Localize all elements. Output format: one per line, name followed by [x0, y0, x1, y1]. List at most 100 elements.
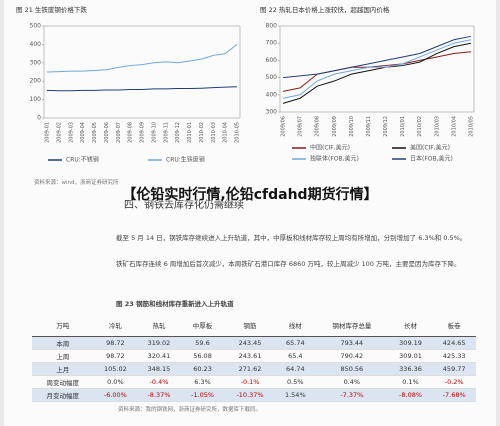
x-tick-label: 2009-08	[128, 122, 134, 143]
table-cell: 348.15	[137, 362, 181, 376]
table-cell: 1.54%	[275, 388, 315, 402]
x-tick-label: 2010-01	[187, 122, 193, 143]
x-tick-label: 2009/07	[298, 116, 304, 137]
table-cell: 105.02	[93, 362, 138, 376]
x-tick-label: 2009-10	[151, 122, 157, 143]
table-cell: 425.33	[432, 349, 476, 363]
table-cell: 0.5%	[275, 375, 315, 389]
x-tick-label: 2009-07	[116, 122, 122, 143]
table-cell: -0.1%	[224, 375, 276, 389]
x-tick-label: 2010/02	[417, 116, 423, 137]
table-cell: 0.4%	[314, 375, 389, 389]
table-cell: 中厚板	[180, 314, 225, 337]
table-cell: -0.4%	[137, 375, 181, 389]
legend-label: CRU:不锈钢	[66, 156, 99, 164]
table-row: 周变动幅度 0.0% -0.4% 6.3% -0.1% 0.5% 0.4% 0.1% -0.2%	[32, 375, 476, 389]
series-line	[282, 42, 472, 104]
table-cell: 309.01	[388, 349, 433, 363]
table-cell: 上周	[32, 349, 94, 363]
legend-label: 日本(FOB,美元)	[410, 155, 453, 163]
series-line	[282, 51, 472, 92]
x-tick-label: 2009-09	[140, 122, 146, 143]
x-tick-label: 2009-06	[104, 122, 110, 143]
y-tick-label: 200	[30, 78, 42, 85]
table-cell: -0.2%	[432, 375, 476, 389]
table-cell: -10.37%	[224, 388, 276, 402]
table-cell: 65.4	[275, 349, 315, 363]
table-cell: 243.45	[224, 336, 276, 350]
table-cell: 59.6	[180, 336, 225, 350]
table-row: 月变动幅度 -6.00% -8.37% -1.05% -10.37% 1.54% -7.37…	[32, 388, 476, 402]
x-tick-label: 2009/10	[349, 116, 355, 137]
document-page: 图 21 生铁废钢价格下跌 0 100 200 300 400 500 2009-01 2009…	[4, 0, 496, 426]
table-cell: 271.62	[224, 362, 276, 376]
legend-label: 独联体(FOB,美元)	[310, 155, 359, 163]
y-tick-label: 500	[266, 74, 278, 81]
table-cell: 243.61	[224, 349, 276, 363]
legend-label: CRU:生铁废钢	[166, 156, 205, 164]
table-cell: 上月	[32, 362, 94, 376]
table-cell: 热轧	[137, 314, 181, 337]
table-cell: 98.72	[93, 349, 138, 363]
table-cell: 0.1%	[388, 375, 433, 389]
x-tick-label: 2010/01	[400, 116, 406, 137]
table-cell: -8.08%	[388, 388, 433, 402]
x-tick-label: 2009-01	[45, 122, 51, 143]
legend-label: 美国(CIF,美元)	[410, 144, 450, 152]
y-tick-label: 500	[30, 23, 42, 30]
series-line	[46, 44, 238, 73]
legend-label: 中国(CIF,美元)	[310, 144, 350, 152]
series-line	[282, 35, 472, 79]
table-cell: 64.74	[275, 362, 315, 376]
table-cell: -1.05%	[180, 388, 225, 402]
y-tick-label: 100	[30, 96, 42, 103]
series-line	[282, 39, 472, 99]
x-tick-label: 2009/06	[281, 116, 287, 137]
y-tick-label: 300	[30, 59, 42, 66]
table-cell: 0.0%	[93, 375, 138, 389]
chart-title: 图 22 热轧日本价格上涨较快，超越国内价格	[260, 5, 390, 14]
x-tick-label: 2009-05	[92, 122, 98, 143]
table-row: 上周 98.72 320.41 56.08 243.61 65.4 790.42 309.01…	[32, 349, 476, 363]
table-source: 资料来源：我的钢铁网，浙商证券研究所，数据库下载同。	[118, 407, 262, 413]
x-tick-label: 2009-02	[56, 122, 62, 143]
table-cell: 钢材库存总量	[314, 314, 389, 337]
x-tick-label: 2010/03	[434, 116, 440, 137]
table-cell: 本周	[32, 336, 94, 350]
table-cell: -6.00%	[93, 388, 138, 402]
table-title: 图 23 钢筋和线材库存重新进入上升轨道	[116, 300, 234, 308]
charts: 图 21 生铁废钢价格下跌 0 100 200 300 400 500 2009-01 2009…	[16, 5, 475, 164]
table-cell: 336.36	[388, 362, 433, 376]
y-tick-label: 0	[37, 115, 41, 122]
x-tick-label: 2010-02	[199, 122, 205, 143]
table-cell: 冷轧	[93, 314, 138, 337]
table-cell: 793.44	[314, 336, 389, 350]
table-row: 本周 98.72 319.02 59.6 243.45 65.74 793.44 309.19…	[32, 336, 476, 350]
x-tick-label: 2009-03	[68, 122, 74, 143]
table-cell: 320.41	[137, 349, 181, 363]
x-tick-label: 2009/09	[332, 116, 338, 137]
y-tick-label: 400	[30, 41, 42, 48]
table-cell: 6.3%	[180, 375, 225, 389]
table-cell: 60.23	[180, 362, 225, 376]
table-cell: 850.56	[314, 362, 389, 376]
paragraph: 截至 5 月 14 日，钢铁库存继续进入上升轨道，其中，中厚板和线材库存较上周均…	[116, 234, 467, 242]
table-cell: -7.68%	[432, 388, 476, 402]
x-tick-label: 2010-05	[235, 122, 241, 143]
y-tick-label: 300	[266, 109, 278, 116]
x-tick-label: 2010/04	[451, 116, 457, 137]
x-tick-label: 2009/12	[383, 116, 389, 137]
y-tick-label: 600	[266, 57, 278, 64]
y-tick-label: 400	[266, 91, 278, 98]
x-tick-label: 2009-11	[163, 122, 169, 143]
table-cell: 319.02	[137, 336, 181, 350]
x-tick-label: 2010-03	[211, 122, 217, 143]
table-row: 上月 105.02 348.15 60.23 271.62 64.74 850.56 336.…	[32, 362, 476, 376]
table-cell: 月变动幅度	[32, 388, 94, 402]
overlay-title: 【伦铅实时行情,伦铅cfdahd期货行情】	[122, 187, 378, 203]
plot-frame	[279, 25, 475, 113]
table-cell: -8.37%	[137, 388, 181, 402]
x-tick-label: 2009/11	[366, 116, 372, 137]
table-cell: 56.08	[180, 349, 225, 363]
